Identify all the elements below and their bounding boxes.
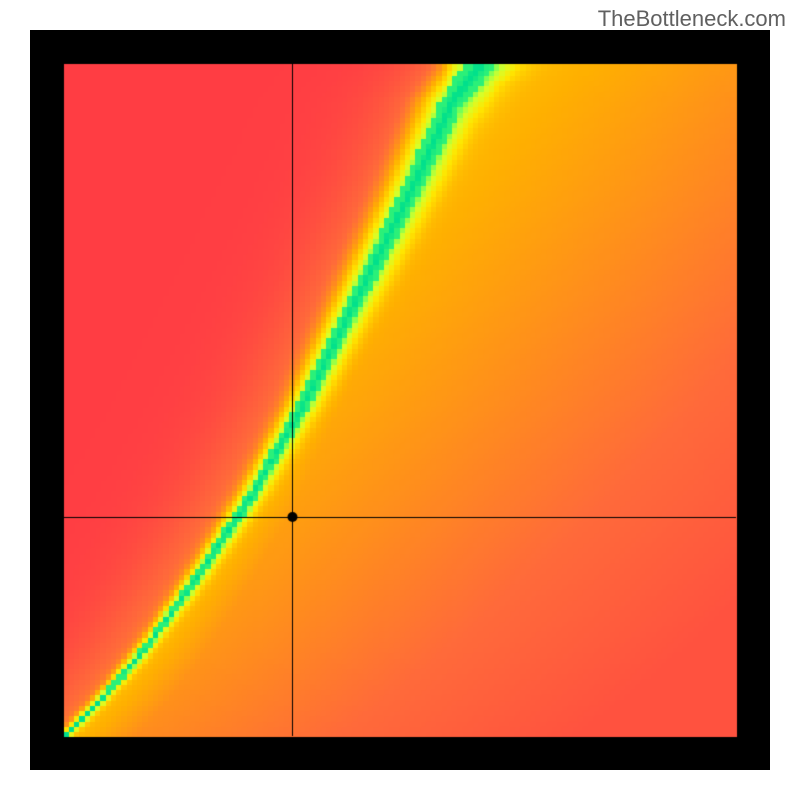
- attribution-text: TheBottleneck.com: [598, 6, 786, 32]
- page-root: TheBottleneck.com: [0, 0, 800, 800]
- heatmap-canvas: [30, 30, 770, 770]
- plot-outer: [30, 30, 770, 770]
